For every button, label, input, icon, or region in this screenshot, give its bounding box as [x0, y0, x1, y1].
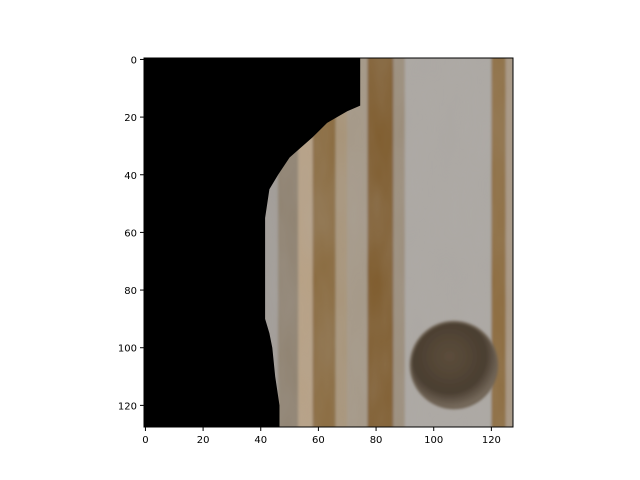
y-tick-label: 100 [118, 344, 137, 355]
y-tick-label: 120 [118, 401, 137, 412]
x-axis-ticks: 0 20 40 60 80 100 120 [142, 427, 501, 446]
y-tick-label: 0 [131, 55, 137, 66]
y-tick-label: 80 [124, 286, 137, 297]
knot-spot [409, 320, 499, 410]
image-plot [144, 58, 513, 427]
black-mask-region [144, 58, 361, 427]
y-axis-ticks: 0 20 40 60 80 100 120 [118, 55, 144, 412]
x-tick-label: 80 [370, 435, 383, 446]
x-tick-label: 100 [424, 435, 443, 446]
axes-frame [143, 57, 514, 428]
y-tick-label: 40 [124, 171, 137, 182]
y-tick-label: 60 [124, 228, 137, 239]
x-tick-label: 120 [482, 435, 501, 446]
x-tick-label: 60 [312, 435, 325, 446]
y-tick-label: 20 [124, 113, 137, 124]
x-tick-label: 20 [197, 435, 210, 446]
x-tick-label: 40 [254, 435, 267, 446]
x-tick-label: 0 [142, 435, 148, 446]
